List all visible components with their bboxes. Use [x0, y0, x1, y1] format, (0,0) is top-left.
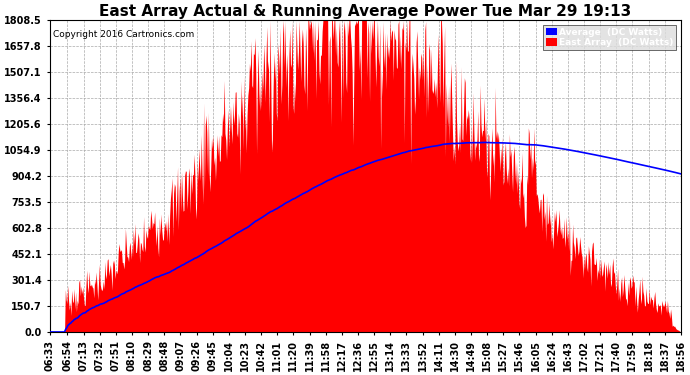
Legend: Average  (DC Watts), East Array  (DC Watts): Average (DC Watts), East Array (DC Watts… [543, 25, 676, 50]
Text: Copyright 2016 Cartronics.com: Copyright 2016 Cartronics.com [52, 30, 194, 39]
Title: East Array Actual & Running Average Power Tue Mar 29 19:13: East Array Actual & Running Average Powe… [99, 4, 631, 19]
